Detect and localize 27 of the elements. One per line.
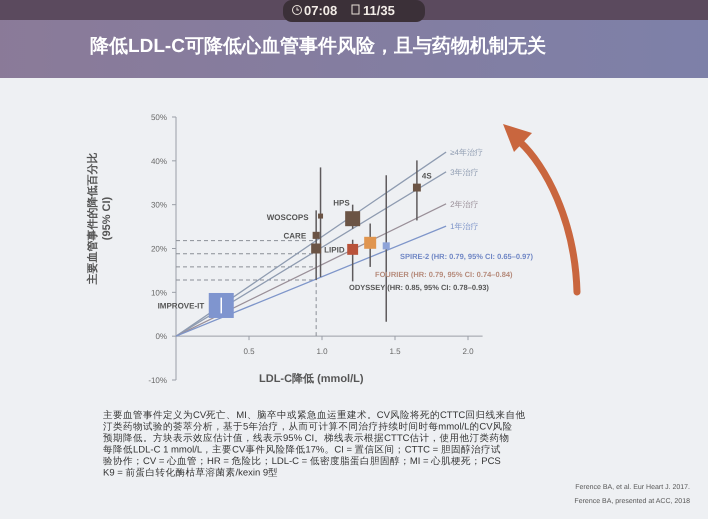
text: 11/35 bbox=[363, 3, 395, 18]
y-tick-label: -10% bbox=[148, 376, 167, 385]
y-tick-label: 0% bbox=[155, 332, 167, 342]
x-tick-label: 0.5 bbox=[243, 347, 256, 356]
x-tick-label: 2.0 bbox=[462, 347, 474, 356]
annotation: CARE bbox=[283, 231, 307, 240]
series-label: 3年治疗 bbox=[450, 168, 479, 177]
y-tick-label: 20% bbox=[150, 244, 167, 254]
y-tick-label: 50% bbox=[150, 113, 167, 122]
x-axis-title: LDL-C降低 (mmol/L) bbox=[259, 372, 364, 385]
series-label: 2年治疗 bbox=[450, 200, 479, 209]
text: 07:08 bbox=[304, 3, 338, 18]
annotation: 4S bbox=[422, 172, 432, 181]
annotation: HPS bbox=[333, 198, 350, 208]
y-tick-label: 30% bbox=[150, 200, 167, 210]
annotation: LIPID bbox=[324, 246, 345, 254]
series-label: 1年治疗 bbox=[450, 222, 479, 232]
x-tick-label: 1.5 bbox=[389, 347, 402, 356]
annotation: WOSCOPS bbox=[266, 213, 310, 222]
y-axis-title: 主要血管事件的降低百分比 (95% CI) bbox=[86, 152, 113, 286]
y-tick-label: 40% bbox=[150, 156, 167, 166]
series-label: ≥4年治疗 bbox=[450, 148, 483, 158]
text: 主要血管事件定义为CV死亡、MI、脑卒中或紧急血运重建术。CV风险将死的CTTC回归线来自他汀类药物试验的荟萃分析，基于5年治疗，从而可计算不同治疗持续时间时每mmol/L的CV风险预期降低。方块表示效应估计值，线表示95% CI。梯线表示根据CTTC估计，使用他汀类药物每降低LDL-C 1 mmol/L，主要CV事件风险降低17%。CI = 置信区间；CTTC = 胆固醇治疗试验协作；CV = 心血管；HR = 危险比；LDL-C = 低密度脂蛋白胆固醇；MI = 心肌梗死；PCSK9 = 前蛋白转化酶枯草溶菌素/kexin 9型 bbox=[103, 409, 526, 478]
y-tick-label: 10% bbox=[150, 288, 167, 298]
annotation: IMPROVE-IT bbox=[158, 301, 204, 310]
x-tick-label: 1.0 bbox=[316, 347, 328, 356]
chart-title: 降低LDL-C可降低心血管事件风险，且与药物机制无关 bbox=[90, 35, 546, 57]
